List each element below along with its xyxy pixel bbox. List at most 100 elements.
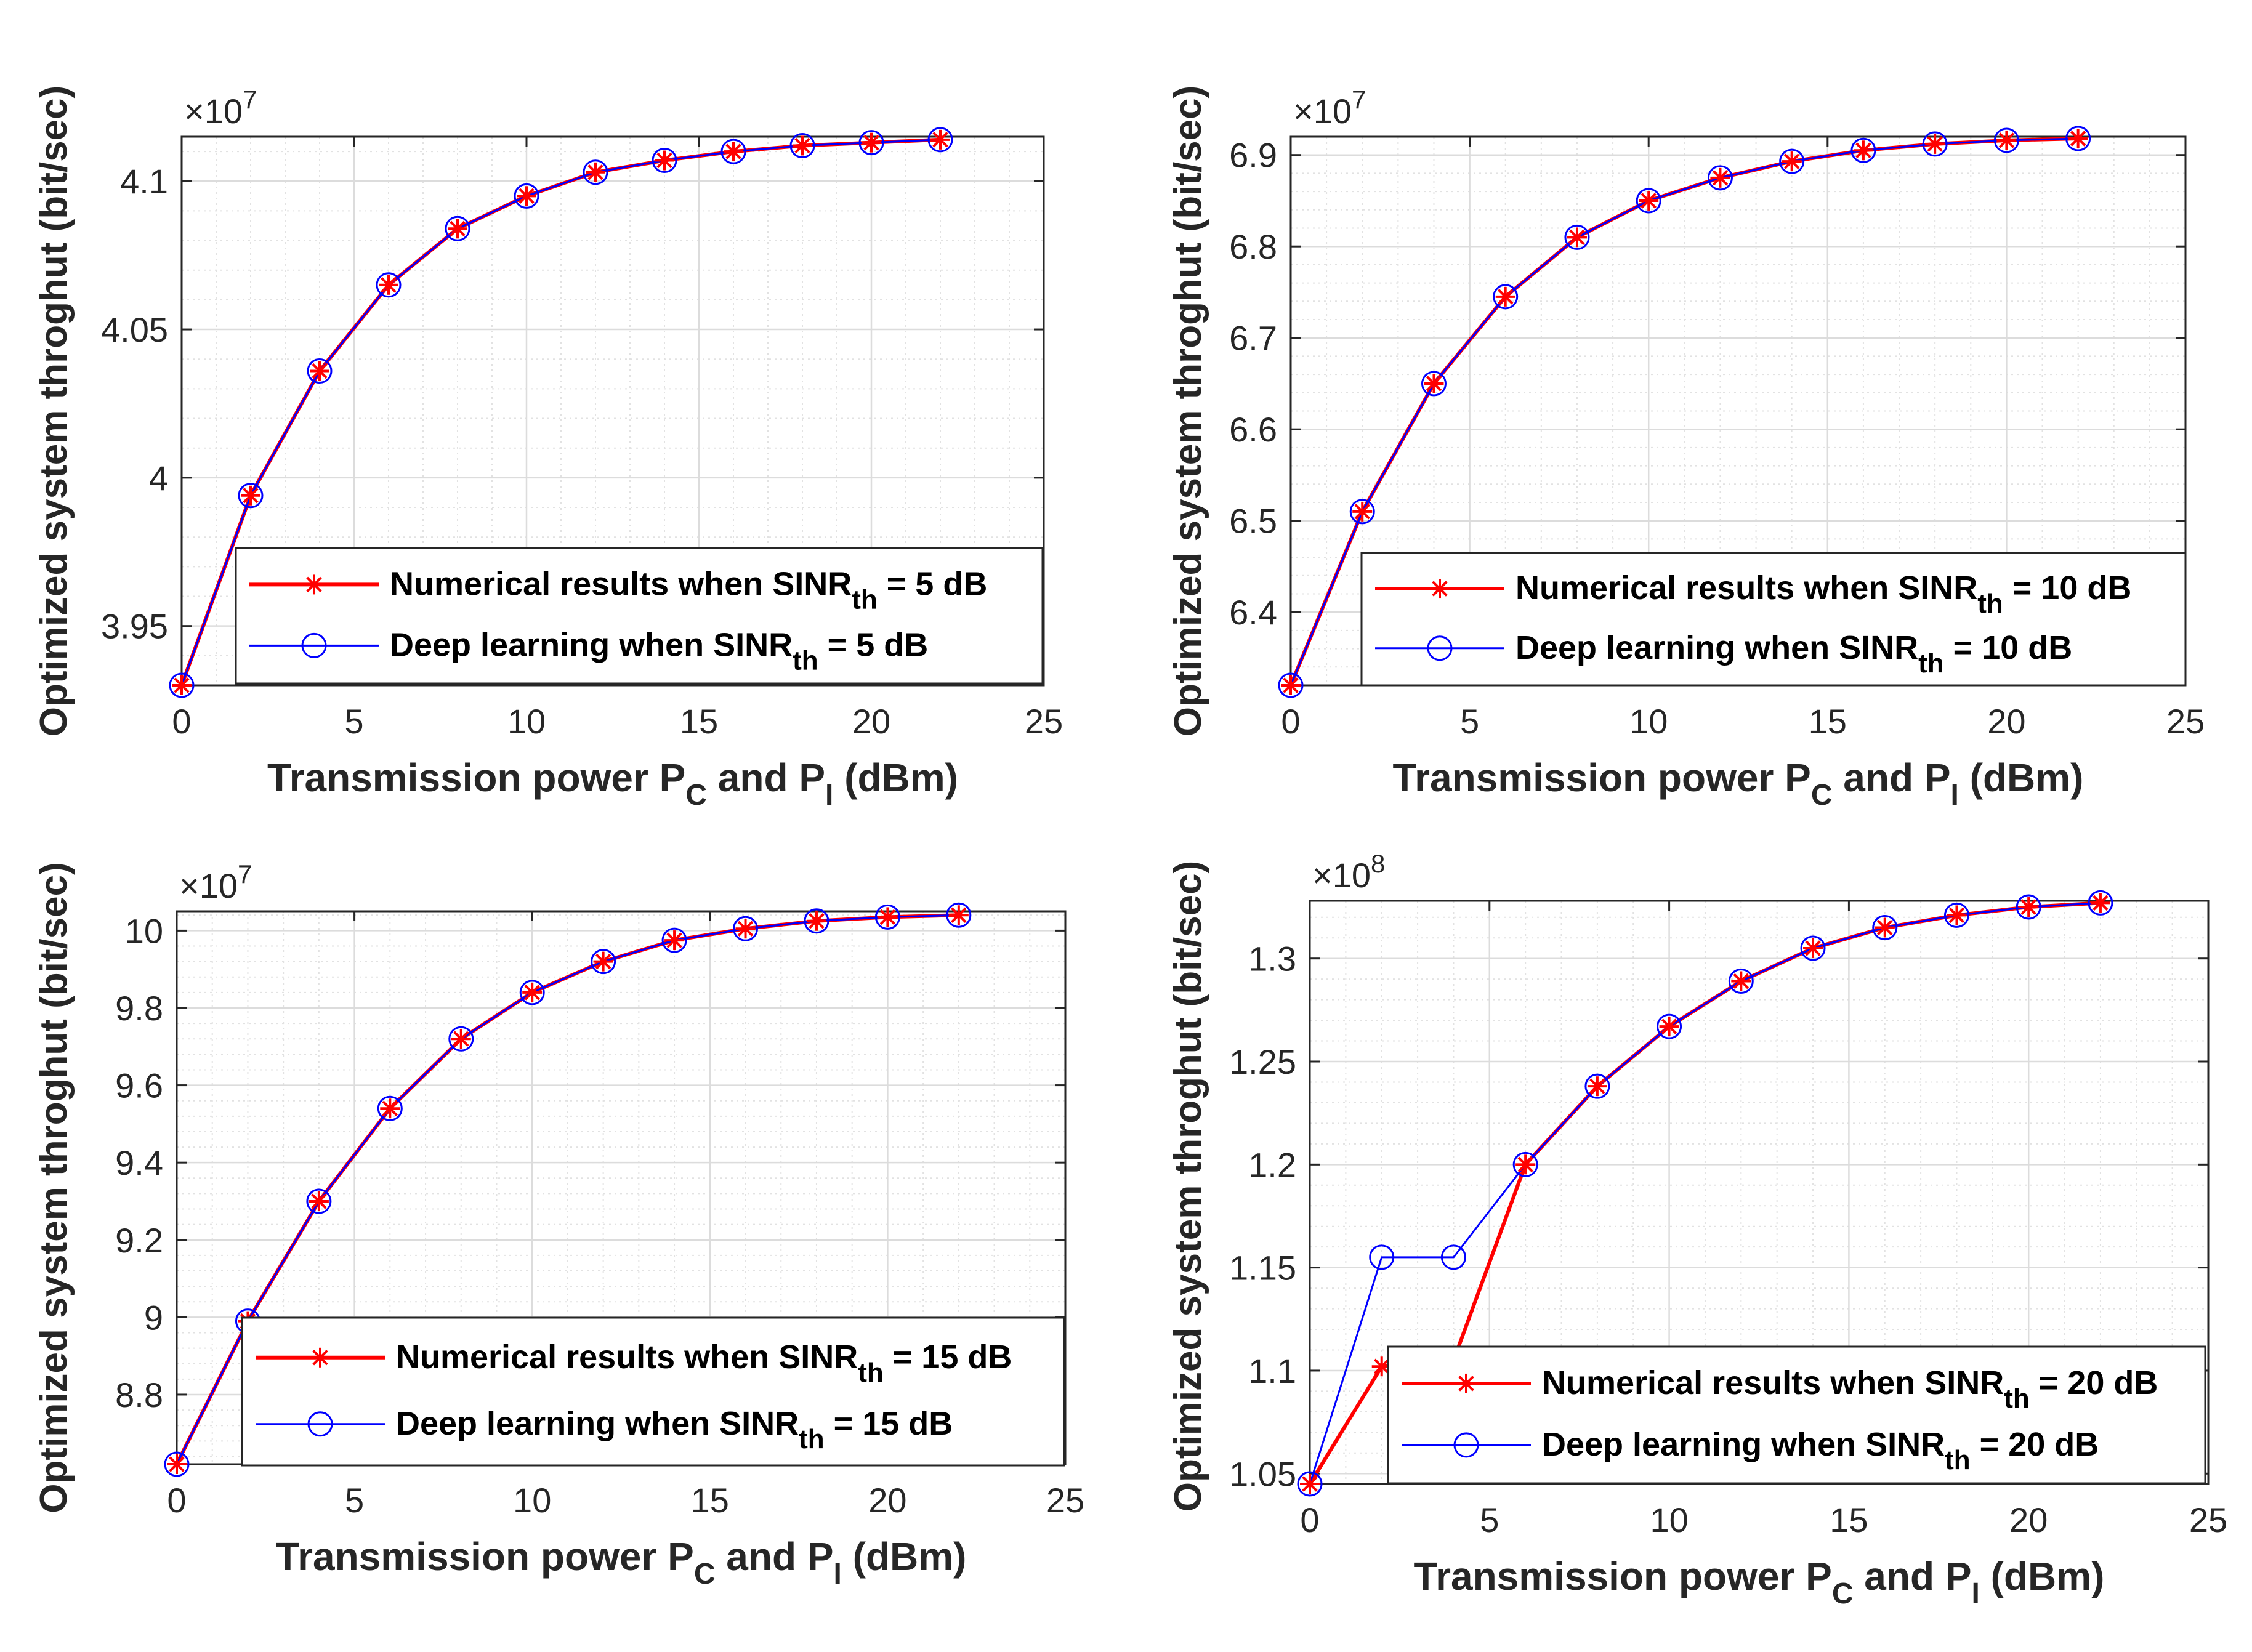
x-tick-label: 10 [507, 702, 546, 741]
deep-learning-point [1297, 1471, 1323, 1497]
legend-box [241, 1316, 1065, 1467]
deep-learning-point [583, 159, 608, 185]
numerical-point [862, 132, 881, 153]
x-tick-label: 20 [1987, 702, 2025, 741]
x-tick-label: 15 [680, 702, 718, 741]
numerical-point [2090, 893, 2110, 913]
deep-learning-point [591, 949, 616, 975]
deep-learning-point [1993, 127, 2019, 153]
x-tick-label: 10 [1650, 1501, 1688, 1539]
y-exponent-label: ×107 [179, 860, 252, 905]
x-tick-label: 15 [691, 1481, 729, 1520]
legend-box [1360, 552, 2187, 687]
legend-numerical-label: Numerical results when SINRth = 20 dB [1542, 1364, 2158, 1414]
numerical-point [1947, 905, 1967, 925]
numerical-point [1782, 151, 1802, 172]
numerical-point [1639, 190, 1659, 211]
y-axis-label: Optimized system throghut (bit/sec) [33, 86, 75, 737]
numerical-point [1281, 675, 1301, 695]
numerical-point [793, 135, 812, 156]
deep-learning-point [733, 916, 759, 941]
numerical-point [1996, 130, 2017, 150]
y-tick-label: 9.2 [115, 1221, 163, 1260]
legend-numerical-marker [310, 1347, 330, 1368]
legend-box [1387, 1345, 2206, 1485]
numerical-point [1587, 1076, 1607, 1097]
x-tick-label: 5 [1460, 702, 1479, 741]
y-tick-label: 9 [144, 1298, 163, 1337]
numerical-point [309, 1191, 329, 1211]
numerical-point [655, 150, 674, 171]
y-tick-label: 8.8 [115, 1376, 163, 1414]
numerical-point [593, 951, 613, 972]
numerical-point [1300, 1474, 1320, 1494]
numerical-point [172, 675, 192, 695]
deep-learning-point [1943, 902, 1969, 928]
legend-deep-marker [301, 632, 327, 658]
deep-learning-point [789, 132, 815, 158]
numerical-point [2019, 897, 2039, 917]
x-tick-label: 25 [1046, 1481, 1084, 1520]
x-tick-label: 20 [852, 702, 890, 741]
legend-deep-marker [307, 1411, 333, 1437]
numerical-point [310, 361, 329, 381]
y-tick-label: 9.8 [115, 989, 163, 1028]
y-tick-label: 1.3 [1248, 940, 1296, 978]
deep-learning-point [448, 1026, 474, 1052]
deep-learning-point [1922, 131, 1948, 157]
deep-learning-point [1440, 1244, 1466, 1270]
x-tick-label: 10 [1629, 702, 1668, 741]
y-exponent-label: ×107 [1293, 85, 1366, 131]
deep-learning-point [377, 1095, 403, 1121]
numerical-point [380, 1098, 400, 1119]
x-axis-label: Transmission power PC and PI (dBm) [1414, 1554, 2105, 1610]
x-tick-label: 5 [1480, 1501, 1499, 1539]
y-tick-label: 1.15 [1229, 1249, 1296, 1287]
legend-numerical-marker [304, 574, 324, 595]
numerical-point [878, 907, 898, 927]
y-tick-label: 6.9 [1229, 136, 1277, 175]
deep-learning-point [1636, 188, 1661, 214]
deep-learning-point [858, 130, 884, 156]
deep-learning-point [1872, 915, 1898, 941]
deep-learning-point [661, 927, 687, 953]
deep-learning-point [376, 272, 402, 298]
numerical-point [1515, 1154, 1536, 1175]
legend: Numerical results when SINRth = 15 dB Dee… [241, 1316, 1065, 1467]
deep-learning-point [720, 139, 746, 164]
deep-learning-point [652, 148, 677, 174]
numerical-point [517, 186, 536, 206]
y-tick-label: 3.95 [101, 607, 168, 646]
deep-learning-point [1850, 137, 1876, 163]
numerical-point [2068, 128, 2088, 148]
numerical-point [806, 911, 826, 931]
chart-panel-1: 0 5 10 15 20 25 3.95 4 4.05 4.1 ×107 Transmission p… [33, 85, 1063, 812]
numerical-point [379, 275, 398, 295]
y-tick-label: 9.6 [115, 1066, 163, 1105]
numerical-point [930, 129, 950, 150]
deep-learning-point [307, 358, 333, 384]
legend-numerical-marker [1430, 579, 1450, 599]
y-tick-label: 4 [149, 459, 168, 498]
y-tick-label: 10 [125, 911, 163, 950]
deep-learning-point [1584, 1073, 1610, 1099]
deep-learning-point [1512, 1151, 1538, 1177]
x-tick-label: 0 [1281, 702, 1300, 741]
legend-deep-label: Deep learning when SINRth = 20 dB [1542, 1426, 2099, 1475]
deep-learning-point [2016, 894, 2041, 920]
y-tick-label: 1.1 [1248, 1352, 1296, 1390]
x-tick-label: 15 [1830, 1501, 1868, 1539]
chart-panel-3: 0 5 10 15 20 25 8.8 9 9.2 9.4 9.6 9.8 10 ×107 Transmis… [33, 860, 1084, 1590]
x-axis-label: Transmission power PC and PI (dBm) [1393, 755, 2084, 812]
deep-learning-point [164, 1451, 190, 1477]
y-tick-label: 6.5 [1229, 502, 1277, 541]
deep-learning-point [2088, 890, 2113, 916]
numerical-point [241, 485, 260, 506]
numerical-point [735, 919, 756, 939]
deep-learning-point [1278, 672, 1304, 698]
y-axis-label: Optimized system throghut (bit/sec) [33, 862, 75, 1513]
deep-learning-point [169, 672, 195, 698]
numerical-point [586, 162, 605, 182]
numerical-point [1925, 134, 1945, 154]
